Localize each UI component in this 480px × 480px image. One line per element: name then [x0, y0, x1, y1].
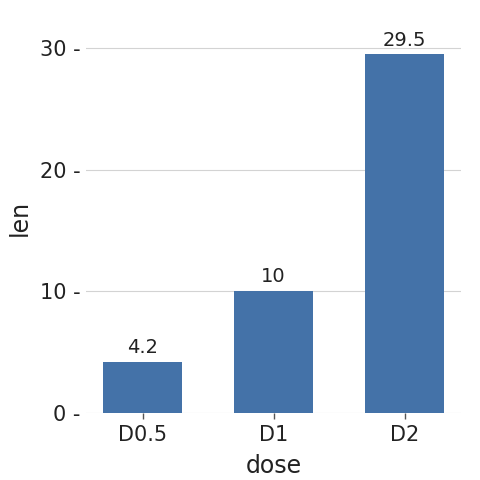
Bar — [234, 291, 313, 413]
Text: 4.2: 4.2 — [127, 338, 158, 357]
Text: 10: 10 — [261, 267, 286, 287]
Bar — [365, 54, 444, 413]
Y-axis label: len: len — [8, 200, 32, 237]
Text: 29.5: 29.5 — [383, 31, 426, 49]
Bar — [103, 362, 182, 413]
X-axis label: dose: dose — [246, 454, 301, 478]
